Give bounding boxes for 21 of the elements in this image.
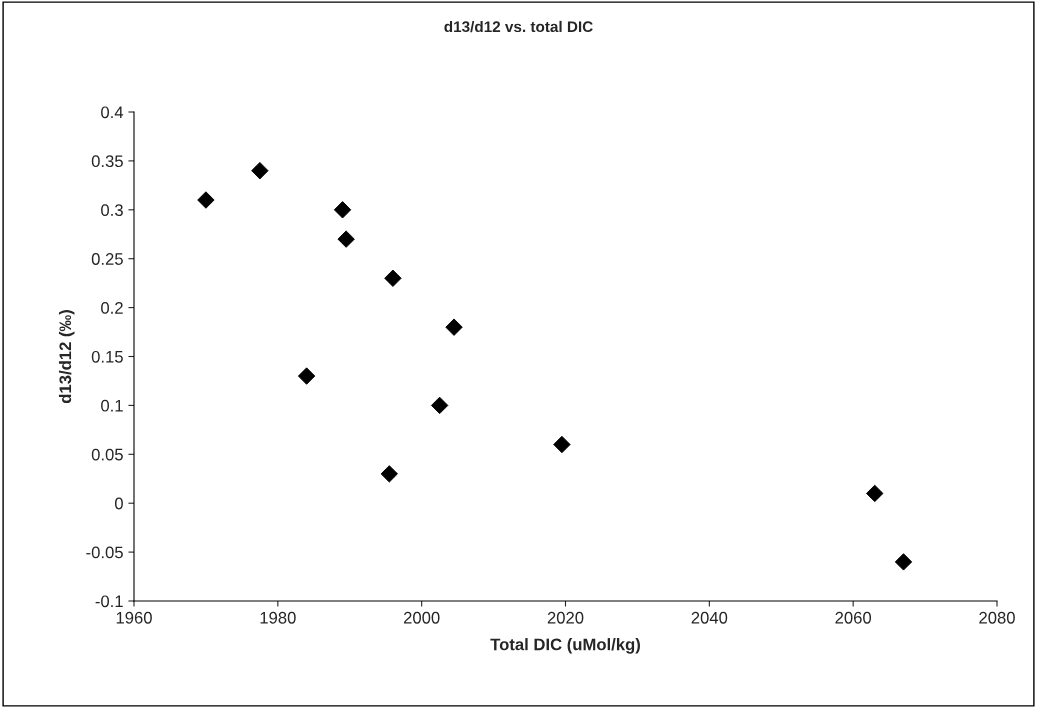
y-tick-label: 0.25 <box>91 253 123 265</box>
y-tick-label: 0.4 <box>101 106 124 119</box>
y-tick-label: 0 <box>114 497 123 510</box>
y-tick-label: 0.3 <box>101 204 123 216</box>
y-tick-label: 0.15 <box>91 350 123 363</box>
y-axis-title: d13/d12 (‰) <box>58 310 75 404</box>
y-tick-label: 0.05 <box>91 448 123 461</box>
x-tick-label: 2060 <box>835 611 872 624</box>
x-tick-label: 1980 <box>260 611 296 624</box>
chart-title: d13/d12 vs. total DIC <box>444 20 593 33</box>
y-tick-label: 0.35 <box>91 155 123 168</box>
x-tick-label: 1960 <box>116 611 152 624</box>
x-tick-label: 2040 <box>691 611 728 624</box>
x-tick-label: 2020 <box>547 611 584 624</box>
y-tick-label: 0.1 <box>101 399 123 412</box>
y-tick-label: -0.05 <box>86 546 123 559</box>
x-tick-label: 2000 <box>403 611 440 624</box>
x-axis-title: Total DIC (uMol/kg) <box>490 638 640 654</box>
x-tick-label: 2080 <box>979 611 1015 624</box>
y-tick-label: -0.1 <box>95 595 123 608</box>
y-tick-label: 0.2 <box>101 302 123 314</box>
